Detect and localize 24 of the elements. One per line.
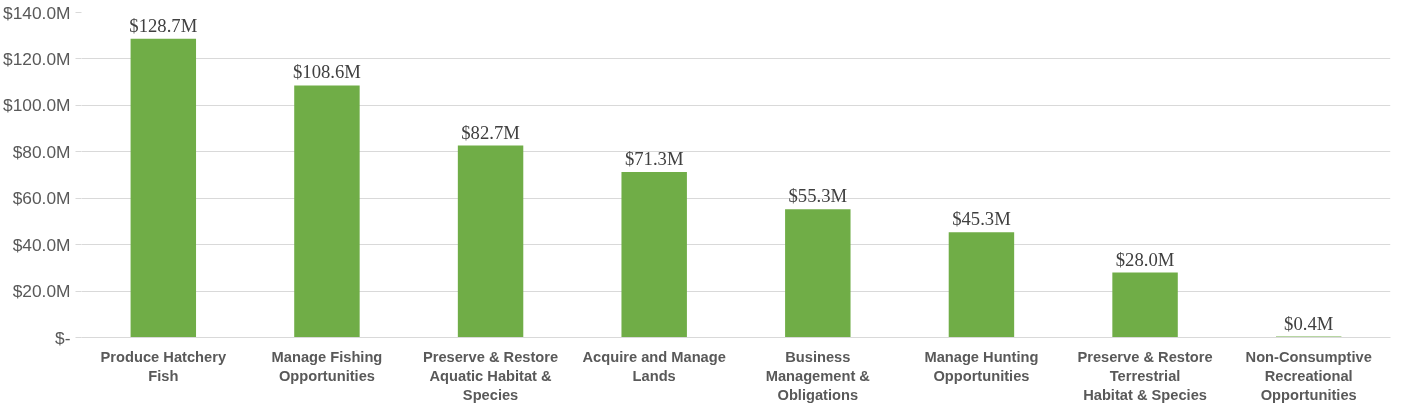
x-tick-label: Preserve & Restore Aquatic Habitat & Species xyxy=(422,348,559,403)
y-tick-label: $20.0M xyxy=(12,281,71,302)
data-label: $71.3M xyxy=(624,147,684,169)
data-label: $82.7M xyxy=(461,121,521,143)
y-tick-label: $80.0M xyxy=(12,141,71,162)
x-tick-label: Acquire and Manage Lands xyxy=(582,348,726,384)
data-label: $0.4M xyxy=(1284,312,1334,334)
x-tick-label: Business Management & Obligations xyxy=(765,348,871,403)
x-tick-label: Preserve & Restore Terrestrial Habitat & Species xyxy=(1077,348,1213,403)
y-tick-label: $100.0M xyxy=(3,95,71,116)
x-tick-label: Manage Hunting Opportunities xyxy=(924,348,1039,384)
y-tick-label: $- xyxy=(55,327,71,348)
y-tick-label: $120.0M xyxy=(3,48,71,69)
y-tick-label: $140.0M xyxy=(3,2,71,23)
y-tick-label: $40.0M xyxy=(12,234,71,255)
data-label: $45.3M xyxy=(952,208,1012,230)
data-label: $128.7M xyxy=(129,14,198,36)
y-tick-label: $60.0M xyxy=(12,188,71,209)
x-tick-label: Manage Fishing Opportunities xyxy=(271,348,383,384)
data-label: $55.3M xyxy=(788,185,848,207)
data-label: $108.6M xyxy=(292,61,362,83)
x-tick-label: Produce Hatchery Fish xyxy=(100,348,227,384)
data-label: $28.0M xyxy=(1115,248,1175,270)
x-tick-label: Non-Consumptive Recreational Opportunities xyxy=(1245,348,1372,403)
